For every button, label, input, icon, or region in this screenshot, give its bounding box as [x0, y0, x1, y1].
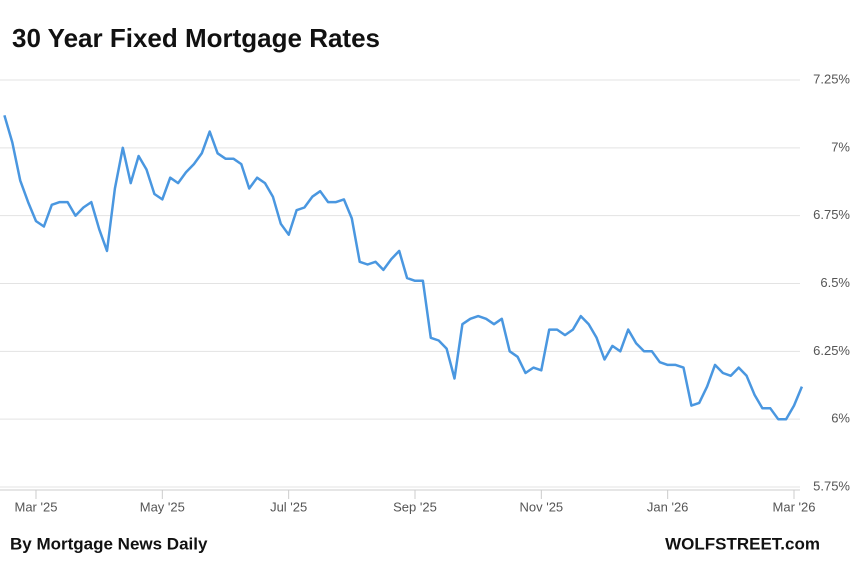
x-tick-label: Mar '26 — [773, 499, 816, 514]
x-tick-label: Jan '26 — [647, 499, 689, 514]
y-tick-label: 6.5% — [820, 275, 850, 290]
x-tick-label: Mar '25 — [15, 499, 58, 514]
x-tick-label: May '25 — [140, 499, 185, 514]
y-tick-label: 7.25% — [813, 71, 850, 86]
y-tick-label: 6% — [831, 411, 850, 426]
x-tick-label: Jul '25 — [270, 499, 307, 514]
x-tick-label: Nov '25 — [519, 499, 563, 514]
credit: WOLFSTREET.com — [665, 534, 820, 553]
y-tick-label: 6.75% — [813, 207, 850, 222]
chart-title: 30 Year Fixed Mortgage Rates — [12, 23, 380, 53]
y-tick-label: 6.25% — [813, 343, 850, 358]
y-tick-label: 5.75% — [813, 478, 850, 493]
x-tick-label: Sep '25 — [393, 499, 437, 514]
y-tick-label: 7% — [831, 139, 850, 154]
source: By Mortgage News Daily — [10, 534, 208, 553]
rate-line — [3, 114, 804, 421]
